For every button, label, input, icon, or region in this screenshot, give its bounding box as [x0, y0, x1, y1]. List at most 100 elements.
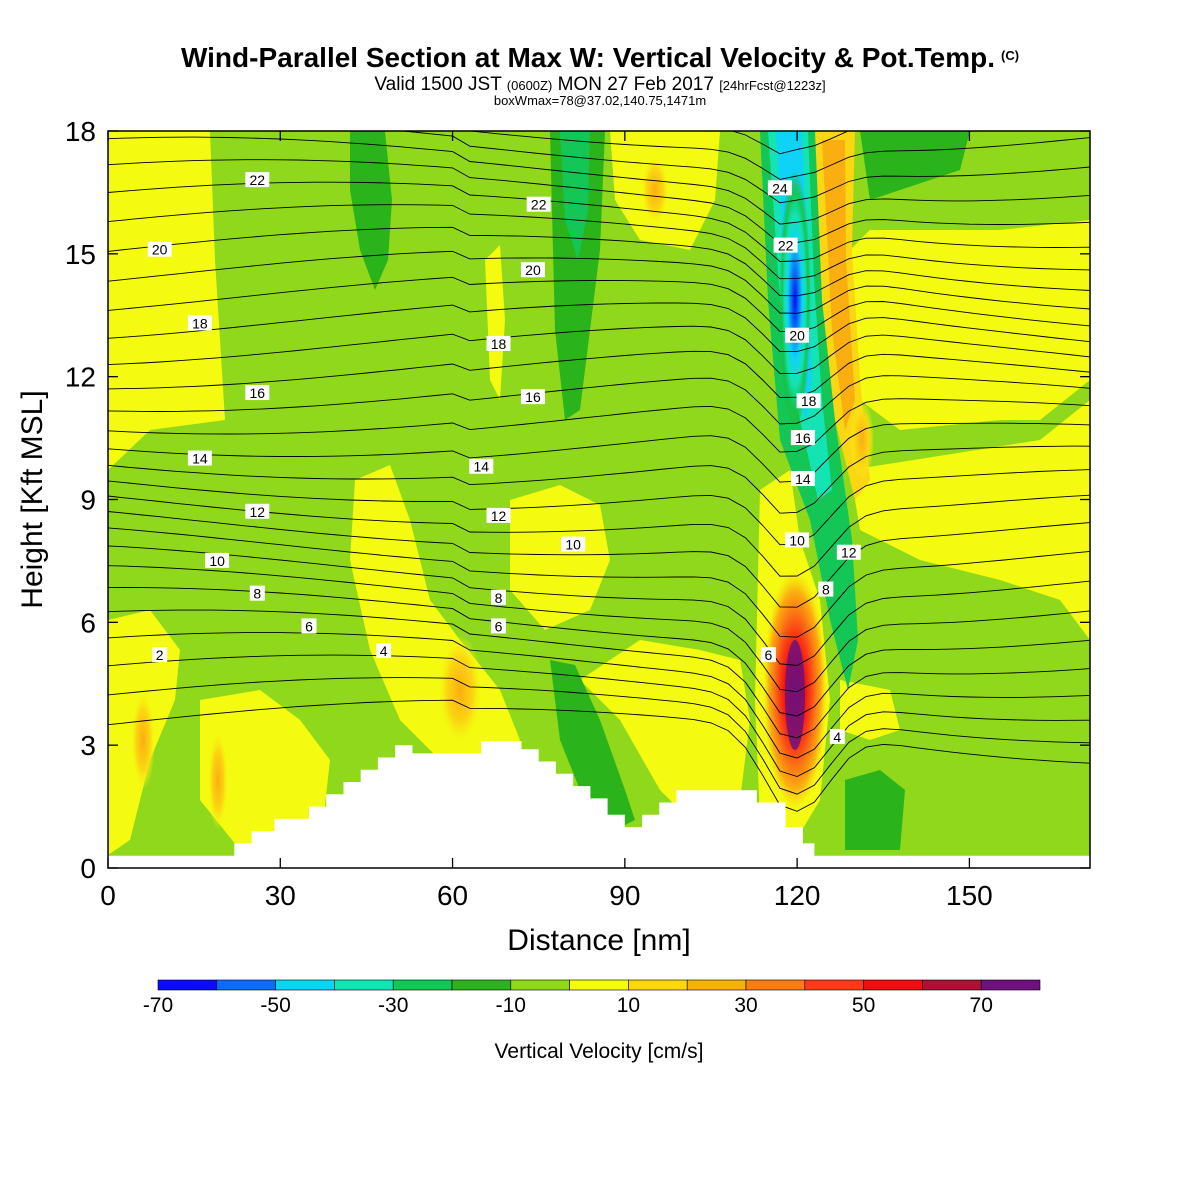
contour-label-bg [526, 196, 551, 212]
contour-label: 14 [790, 471, 815, 487]
contour-label-bg [790, 471, 815, 487]
contour-label-bg [205, 552, 230, 568]
contour-label-text: 4 [833, 729, 841, 745]
contour-label: 6 [491, 618, 507, 634]
contour-label-text: 22 [778, 238, 794, 254]
contour-label-text: 10 [789, 532, 805, 548]
colorbar-tick-label: 70 [970, 994, 993, 1017]
isentrope-line [108, 587, 1090, 717]
isentrope-line [108, 677, 1090, 795]
y-tick-label: 15 [65, 239, 96, 270]
isentrope-line [108, 159, 1090, 244]
x-tick-label: 0 [100, 880, 116, 911]
isentrope-line [108, 398, 1090, 453]
velocity-field [108, 131, 1090, 868]
contour-label-bg [785, 532, 810, 548]
isentrope-line [108, 226, 1090, 297]
x-tick-label: 120 [774, 880, 821, 911]
x-tick-label: 150 [946, 880, 993, 911]
x-tick-label: 30 [265, 880, 296, 911]
contour-label: 4 [376, 642, 392, 659]
contour-label-bg [818, 581, 834, 597]
isentrope-line [108, 494, 1090, 577]
contour-label-bg [491, 589, 507, 605]
contour-label-text: 14 [473, 459, 489, 475]
colorbar-swatch [216, 979, 276, 991]
contour-label-text: 18 [801, 393, 817, 409]
terrain-profile [108, 741, 1090, 868]
downdraft-band-a [350, 131, 392, 290]
contour-label-bg [796, 393, 821, 409]
isentrope-line [108, 654, 1090, 777]
contour-label-text: 18 [192, 315, 208, 331]
contour-label: 22 [526, 196, 551, 213]
contour-label-text: 16 [250, 385, 266, 401]
contour-label-text: 4 [380, 643, 388, 659]
contour-label-text: 12 [841, 545, 857, 561]
y-axis-label: Height [Kft MSL] [16, 390, 49, 608]
colorbar-swatch [804, 979, 864, 991]
contour-label-text: 2 [156, 647, 164, 663]
contour-label-bg [760, 647, 776, 663]
isentrope-line [108, 445, 1090, 514]
contour-label: 18 [187, 315, 212, 331]
colorbar-swatch [275, 979, 335, 991]
isentrope-line [108, 375, 1090, 425]
contour-label-bg [187, 315, 212, 331]
updraft-region-center-low [580, 640, 750, 830]
contour-label: 10 [205, 552, 230, 569]
updraft-region-left [108, 131, 225, 470]
contour-label-bg [773, 237, 798, 253]
isentrope-line [108, 136, 1090, 225]
y-tick-label: 6 [80, 607, 96, 638]
axes: 0 30 60 90 120 150 0 3 6 9 12 15 18 Distance [nm] Heig… [16, 116, 1090, 957]
contour-label-bg [245, 503, 270, 519]
contour-label: 4 [829, 728, 845, 745]
downdraft-band-e [845, 770, 905, 850]
contour-label-bg [486, 507, 511, 523]
colorbar-swatch [451, 979, 512, 991]
box-max-info: boxWmax=78@37.02,140.75,1471m [493, 93, 707, 108]
y-tick-label: 0 [80, 853, 96, 884]
contour-label-bg [829, 728, 845, 744]
colorbar-swatch [745, 979, 806, 991]
contour-label-bg [152, 647, 168, 663]
isentrope-line [108, 527, 1090, 638]
isentrope-line [398, 131, 1090, 204]
isentrope-line [108, 350, 1090, 398]
contour-label-bg [767, 180, 792, 196]
colorbar-swatch [980, 979, 1041, 991]
isentrope-line [108, 250, 1090, 314]
contour-label: 14 [187, 450, 212, 467]
updraft-small-2 [131, 690, 155, 790]
contour-label: 16 [245, 385, 270, 401]
contour-label: 10 [561, 536, 586, 553]
colorbar-label: Vertical Velocity [cm/s] [495, 1040, 704, 1063]
updraft-small-5 [850, 400, 874, 480]
contour-label: 22 [773, 237, 798, 254]
contour-label-bg [245, 385, 270, 401]
downdraft-band-b [550, 131, 605, 420]
contour-label-text: 22 [531, 197, 547, 213]
contour-label-bg [520, 389, 545, 405]
contour-label-text: 12 [491, 508, 507, 524]
updraft-core-inner [785, 640, 805, 750]
contour-label-text: 18 [491, 336, 507, 352]
colorbar-swatch [686, 979, 747, 991]
contour-label-text: 8 [822, 582, 830, 598]
contour-label: 8 [491, 589, 507, 606]
contour-label-text: 14 [192, 451, 208, 467]
colorbar-tick-label: -50 [260, 994, 290, 1017]
isentrope-line [108, 422, 1090, 483]
isentrope-line [108, 511, 1090, 608]
copyright-mark: (C) [1001, 48, 1020, 63]
contour-label-bg [785, 327, 810, 343]
contour-label-bg [376, 642, 392, 658]
contour-label-text: 6 [765, 647, 773, 663]
contour-label-bg [147, 241, 172, 257]
isentrope-line [108, 204, 1090, 280]
updraft-region-right-low [850, 400, 1090, 640]
contour-label-bg [187, 450, 212, 466]
